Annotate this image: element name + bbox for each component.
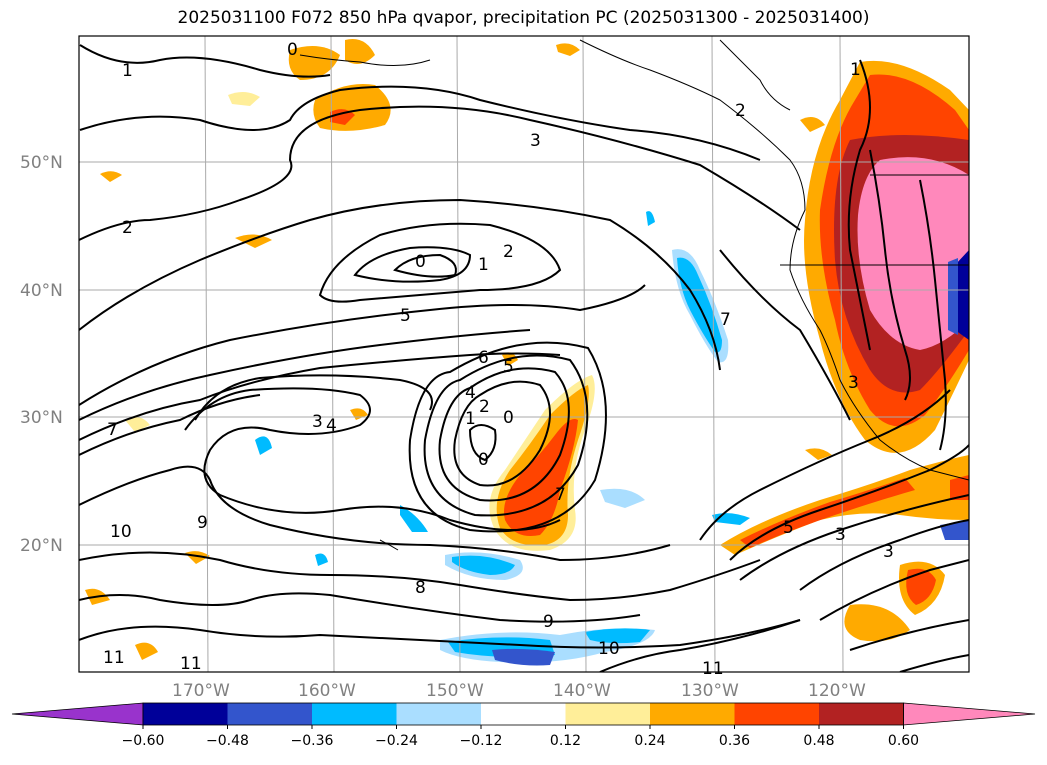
contour-label: 10 (110, 522, 132, 542)
colorbar-tick-label: −0.12 (460, 733, 503, 749)
colorbar: −0.60 −0.48 −0.36 −0.24 −0.12 0.12 0.24 0.36 0.4… (11, 702, 1036, 749)
contour-label: 5 (783, 518, 794, 538)
contour-label: 7 (107, 420, 118, 440)
plot-area (79, 36, 969, 672)
colorbar-tick-label: −0.48 (206, 733, 249, 749)
contour-label: 3 (848, 373, 859, 393)
contour-label: 0 (415, 252, 426, 272)
contour-label: 11 (702, 659, 724, 679)
colorbar-tick-label: −0.24 (375, 733, 418, 749)
colorbar-extend-max (903, 702, 1036, 726)
contour-label: 9 (543, 612, 554, 632)
contour-label: 11 (103, 648, 125, 668)
lon-label-150w: 150°W (426, 681, 484, 701)
contour-label: 10 (598, 639, 620, 659)
colorbar-segment (312, 703, 397, 725)
contour-label: 1 (465, 409, 476, 429)
colorbar-segment (650, 703, 735, 725)
contour-label: 11 (180, 654, 202, 674)
contour-label: 2 (735, 101, 746, 121)
contour-labels: 1 0 1 2 3 2 2 1 0 5 7 6 5 4 2 1 0 0 3 4 … (103, 40, 894, 679)
colorbar-tick-label: 0.24 (634, 733, 665, 749)
lon-label-120w: 120°W (808, 681, 866, 701)
colorbar-extend-min (11, 702, 144, 726)
colorbar-segment (481, 703, 566, 725)
colorbar-segment (565, 703, 650, 725)
lat-label-30n: 30°N (20, 408, 63, 428)
colorbar-segment (819, 703, 904, 725)
contour-label: 3 (883, 542, 894, 562)
colorbar-frame (142, 702, 904, 726)
contour-label: 3 (530, 131, 541, 151)
contour-label: 2 (122, 218, 133, 238)
contour-label: 5 (400, 306, 411, 326)
lon-label-160w: 160°W (298, 681, 356, 701)
contour-label: 7 (720, 310, 731, 330)
qvapor-contours (79, 44, 969, 672)
lon-label-140w: 140°W (553, 681, 611, 701)
lat-label-20n: 20°N (20, 536, 63, 556)
contour-label: 3 (835, 525, 846, 545)
lon-label-130w: 130°W (681, 681, 739, 701)
colorbar-tick-label: −0.36 (291, 733, 334, 749)
lat-lon-grid (79, 36, 969, 672)
colorbar-segment (734, 703, 819, 725)
colorbar-tick-label: 0.12 (550, 733, 581, 749)
contour-label: 2 (479, 397, 490, 417)
contour-label: 6 (478, 348, 489, 368)
contour-label: 2 (503, 242, 514, 262)
contour-label: 4 (465, 383, 476, 403)
contour-label: 4 (326, 416, 337, 436)
contour-label: 9 (197, 513, 208, 533)
colorbar-tick-label: 0.60 (888, 733, 919, 749)
contour-label: 5 (503, 357, 514, 377)
contour-label: 3 (312, 412, 323, 432)
lat-label-50n: 50°N (20, 153, 63, 173)
colorbar-segment (227, 703, 312, 725)
precip-shading (85, 39, 969, 666)
coastlines (299, 39, 969, 551)
contour-label: 0 (287, 40, 298, 60)
contour-label: 1 (850, 60, 861, 80)
contour-label: 1 (478, 255, 489, 275)
longitude-labels: 170°W 160°W 150°W 140°W 130°W 120°W (172, 681, 866, 701)
contour-label: 7 (555, 485, 566, 505)
colorbar-tick-label: 0.36 (719, 733, 750, 749)
contour-label: 0 (503, 408, 514, 428)
contour-label: 1 (122, 61, 133, 81)
colorbar-segment (396, 703, 481, 725)
colorbar-segment (143, 703, 228, 725)
plot-frame (78, 35, 970, 673)
latitude-labels: 50°N 40°N 30°N 20°N (20, 153, 63, 556)
lon-label-170w: 170°W (172, 681, 230, 701)
lat-label-40n: 40°N (20, 281, 63, 301)
contour-label: 0 (478, 450, 489, 470)
contour-label: 8 (415, 578, 426, 598)
map-title: 2025031100 F072 850 hPa qvapor, precipit… (177, 8, 870, 28)
colorbar-tick-label: −0.60 (122, 733, 165, 749)
colorbar-tick-label: 0.48 (803, 733, 834, 749)
